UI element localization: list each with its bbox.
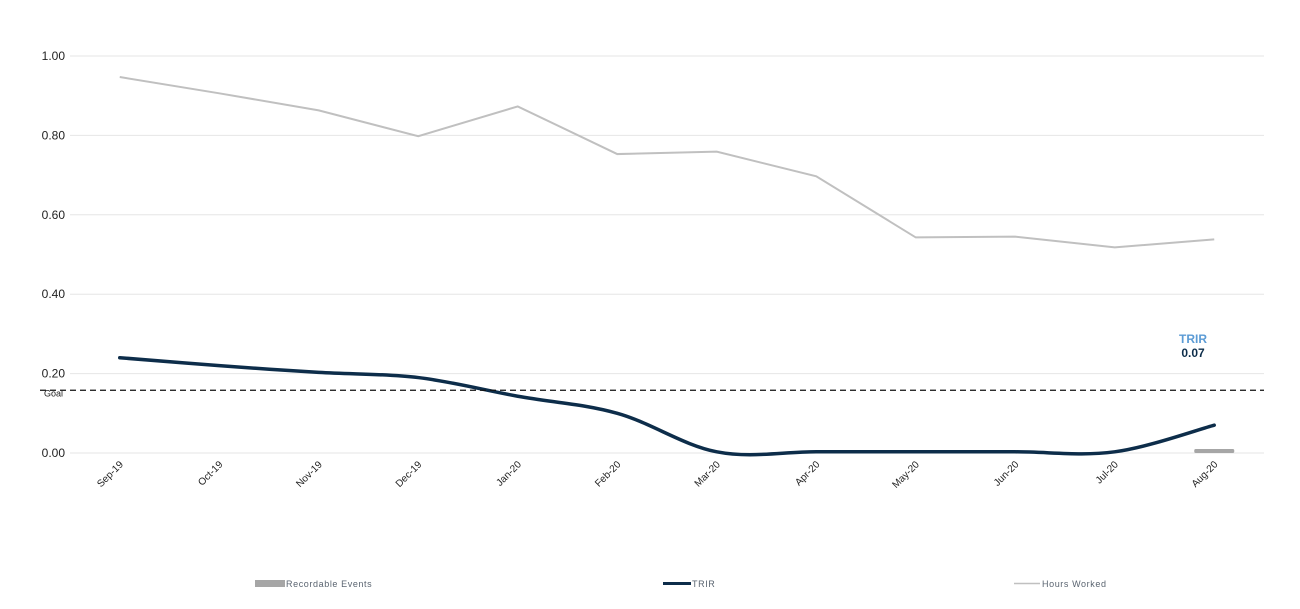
gridlines bbox=[70, 55, 1264, 454]
series-lines bbox=[118, 76, 1216, 457]
legend-item-recordable-events[interactable]: Recordable Events bbox=[255, 579, 372, 589]
x-tick-label: Oct-19 bbox=[196, 459, 225, 488]
recordable-events-bars bbox=[1194, 449, 1235, 453]
x-tick-label: Jan-20 bbox=[494, 459, 524, 489]
x-tick-label: Jul-20 bbox=[1094, 459, 1121, 486]
y-axis: 0.00 0.20 0.40 0.60 0.80 1.00 bbox=[42, 49, 66, 460]
y-tick-label: 0.40 bbox=[42, 287, 66, 301]
bar-recordable-events bbox=[1194, 449, 1235, 453]
goal-line-group: Goal bbox=[40, 388, 1264, 398]
legend-label-trir: TRIR bbox=[692, 579, 715, 589]
line-hours-worked bbox=[119, 76, 1215, 249]
x-axis: Sep-19 Oct-19 Nov-19 Dec-19 Jan-20 Feb-20 Mar-… bbox=[95, 459, 1220, 491]
line-trir bbox=[118, 355, 1216, 457]
y-tick-label: 0.60 bbox=[42, 208, 66, 222]
callout-value: 0.07 bbox=[1181, 346, 1205, 360]
legend: Recordable Events TRIR Hours Worked bbox=[255, 579, 1107, 589]
legend-label-recordable-events: Recordable Events bbox=[286, 579, 372, 589]
x-tick-label: Nov-19 bbox=[294, 459, 325, 490]
x-tick-label: Feb-20 bbox=[593, 459, 623, 489]
legend-label-hours-worked: Hours Worked bbox=[1042, 579, 1107, 589]
x-tick-label: Apr-20 bbox=[793, 459, 822, 488]
x-tick-label: Jun-20 bbox=[992, 459, 1022, 489]
y-tick-label: 0.80 bbox=[42, 128, 66, 142]
trir-callout: TRIR 0.07 bbox=[1179, 332, 1207, 360]
legend-item-hours-worked[interactable]: Hours Worked bbox=[1014, 579, 1107, 589]
x-tick-label: Aug-20 bbox=[1190, 459, 1221, 490]
legend-swatch-recordable-events bbox=[255, 580, 285, 587]
x-tick-label: Sep-19 bbox=[95, 459, 126, 490]
y-tick-label: 0.00 bbox=[42, 446, 66, 460]
callout-name: TRIR bbox=[1179, 332, 1207, 346]
y-tick-label: 0.20 bbox=[42, 367, 66, 381]
x-tick-label: May-20 bbox=[891, 459, 923, 491]
x-tick-label: Dec-19 bbox=[394, 459, 425, 490]
x-tick-label: Mar-20 bbox=[693, 459, 723, 489]
legend-item-trir[interactable]: TRIR bbox=[663, 579, 715, 589]
y-tick-label: 1.00 bbox=[42, 49, 66, 63]
goal-label: Goal bbox=[44, 388, 63, 398]
